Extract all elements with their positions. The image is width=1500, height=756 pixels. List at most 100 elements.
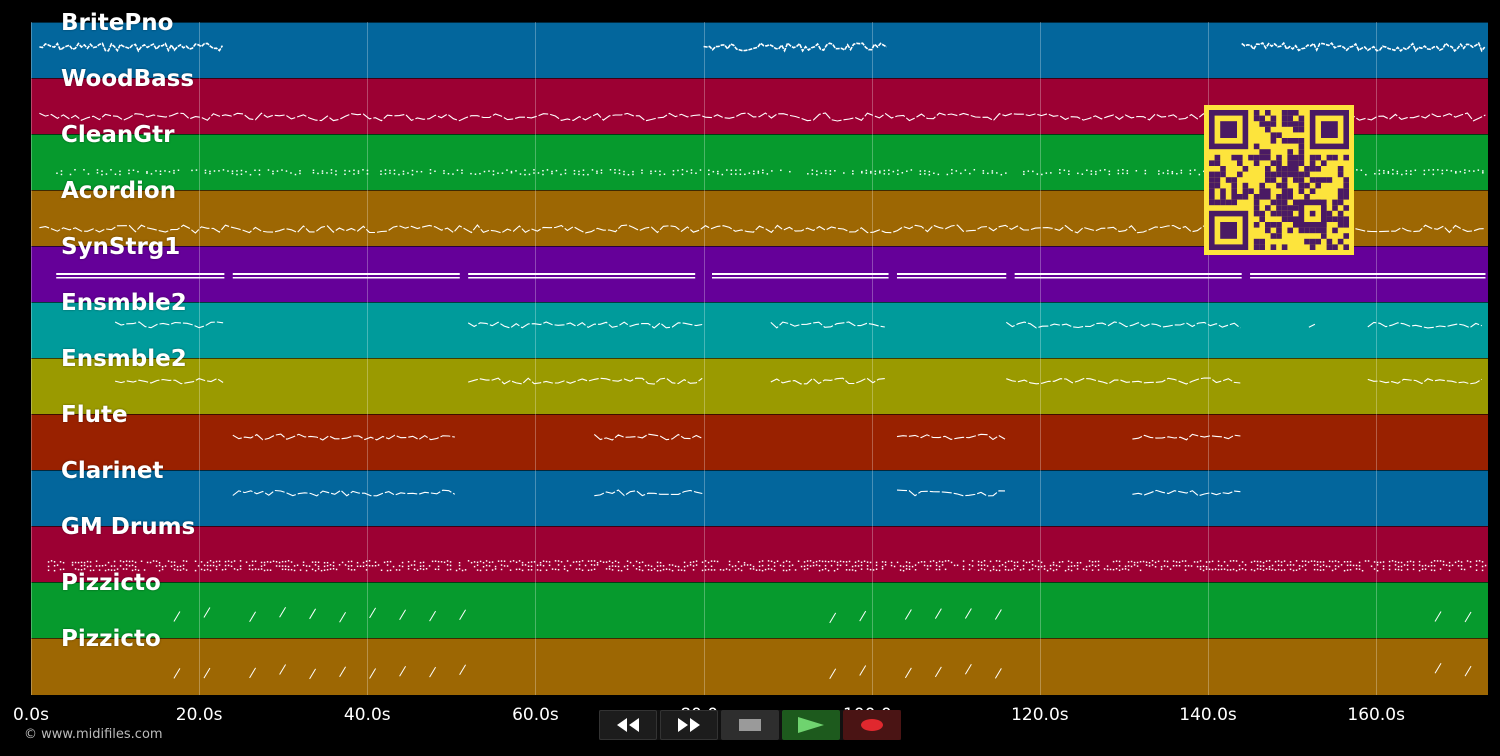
- note-dot: [146, 561, 149, 564]
- note-dot: [1108, 173, 1111, 176]
- note-dot: [380, 569, 383, 571]
- note-dot: [368, 564, 371, 567]
- note-dot: [1127, 565, 1130, 567]
- note-dot: [1283, 560, 1286, 562]
- note-dot: [782, 561, 785, 564]
- note-dot: [1313, 564, 1316, 566]
- record-button[interactable]: [843, 710, 901, 740]
- note-dot: [443, 561, 446, 564]
- note-dot: [446, 560, 449, 562]
- note-dot: [1337, 561, 1340, 563]
- note-dot: [224, 564, 227, 567]
- note-dot: [357, 172, 360, 174]
- note-tick: [1464, 665, 1472, 677]
- note-dot: [725, 568, 728, 570]
- note-dot: [863, 560, 866, 563]
- note-dot: [617, 561, 620, 564]
- qr-module: [1309, 244, 1316, 250]
- note-dot: [1259, 560, 1262, 563]
- note-dot: [1464, 172, 1466, 174]
- note-dot: [677, 565, 680, 568]
- note-dot: [177, 169, 180, 172]
- note-dot: [593, 568, 596, 570]
- qr-module: [1270, 177, 1277, 183]
- note-dot: [1085, 565, 1088, 568]
- note-dot: [1167, 172, 1169, 175]
- note-dot: [641, 569, 644, 572]
- note-dot: [809, 560, 812, 562]
- qr-module: [1337, 222, 1344, 228]
- note-dot: [1023, 173, 1025, 175]
- note-dot: [941, 561, 944, 563]
- note-dot: [1334, 565, 1337, 567]
- note-dot: [515, 568, 518, 571]
- qr-module: [1265, 110, 1271, 116]
- note-dot: [1446, 169, 1448, 172]
- note-dot: [690, 172, 693, 174]
- note-dot: [782, 565, 785, 567]
- note-dot: [461, 172, 463, 174]
- note-dot: [1108, 170, 1111, 173]
- note-dot: [428, 565, 431, 567]
- note-line: [770, 321, 885, 329]
- note-dot: [986, 565, 989, 567]
- qr-module: [1281, 216, 1288, 222]
- note-dot: [74, 561, 77, 564]
- note-dot: [287, 560, 290, 562]
- note-dot: [1475, 560, 1478, 562]
- note-dot: [47, 565, 50, 568]
- qr-module: [1343, 154, 1349, 161]
- note-dot: [587, 560, 590, 562]
- note-dot: [1094, 565, 1097, 568]
- note-dot: [1455, 170, 1457, 173]
- note-dot: [366, 173, 369, 175]
- qr-module: [1220, 171, 1226, 178]
- note-dot: [294, 173, 297, 176]
- track-label: WoodBass: [61, 66, 195, 92]
- note-dot: [119, 173, 121, 176]
- note-dot: [1045, 172, 1048, 174]
- note-dot: [1424, 568, 1427, 570]
- transport-controls: [599, 710, 901, 740]
- note-dot: [456, 169, 459, 171]
- note-dot: [695, 172, 697, 174]
- note-dot: [683, 561, 686, 564]
- play-button[interactable]: [782, 710, 840, 740]
- note-dot: [1067, 568, 1070, 571]
- note-dot: [434, 568, 437, 571]
- qr-module: [1231, 154, 1237, 161]
- rewind-button[interactable]: [599, 710, 657, 740]
- note-dot: [1388, 564, 1391, 567]
- track-label: Pizzicto: [61, 626, 161, 652]
- note-dot: [1388, 560, 1391, 563]
- note-dot: [356, 565, 359, 568]
- note-dot: [443, 172, 445, 175]
- note-dot: [1000, 173, 1003, 176]
- qr-module: [1276, 199, 1282, 206]
- qr-module: [1287, 149, 1293, 155]
- note-dot: [875, 568, 878, 570]
- note-dot: [929, 565, 932, 567]
- note-dot: [812, 561, 815, 564]
- fast-forward-button[interactable]: [660, 710, 718, 740]
- note-dot: [695, 564, 698, 566]
- note-dot: [1115, 568, 1118, 570]
- note-dot: [96, 169, 99, 171]
- note-dot: [566, 569, 569, 572]
- note-dot: [1023, 170, 1025, 173]
- note-dot: [992, 568, 995, 571]
- note-dot: [888, 173, 890, 175]
- note-dot: [476, 569, 479, 571]
- note-dot: [248, 564, 251, 567]
- stop-button[interactable]: [721, 710, 779, 740]
- note-dot: [757, 172, 760, 174]
- note-dot: [266, 561, 269, 563]
- note-tick: [203, 667, 211, 679]
- note-dot: [74, 568, 77, 570]
- qr-module: [1293, 205, 1299, 211]
- note-dot: [449, 564, 452, 567]
- note-tick: [369, 607, 377, 619]
- note-dot: [1049, 568, 1052, 570]
- note-dot: [134, 561, 137, 564]
- note-dot: [1181, 560, 1184, 562]
